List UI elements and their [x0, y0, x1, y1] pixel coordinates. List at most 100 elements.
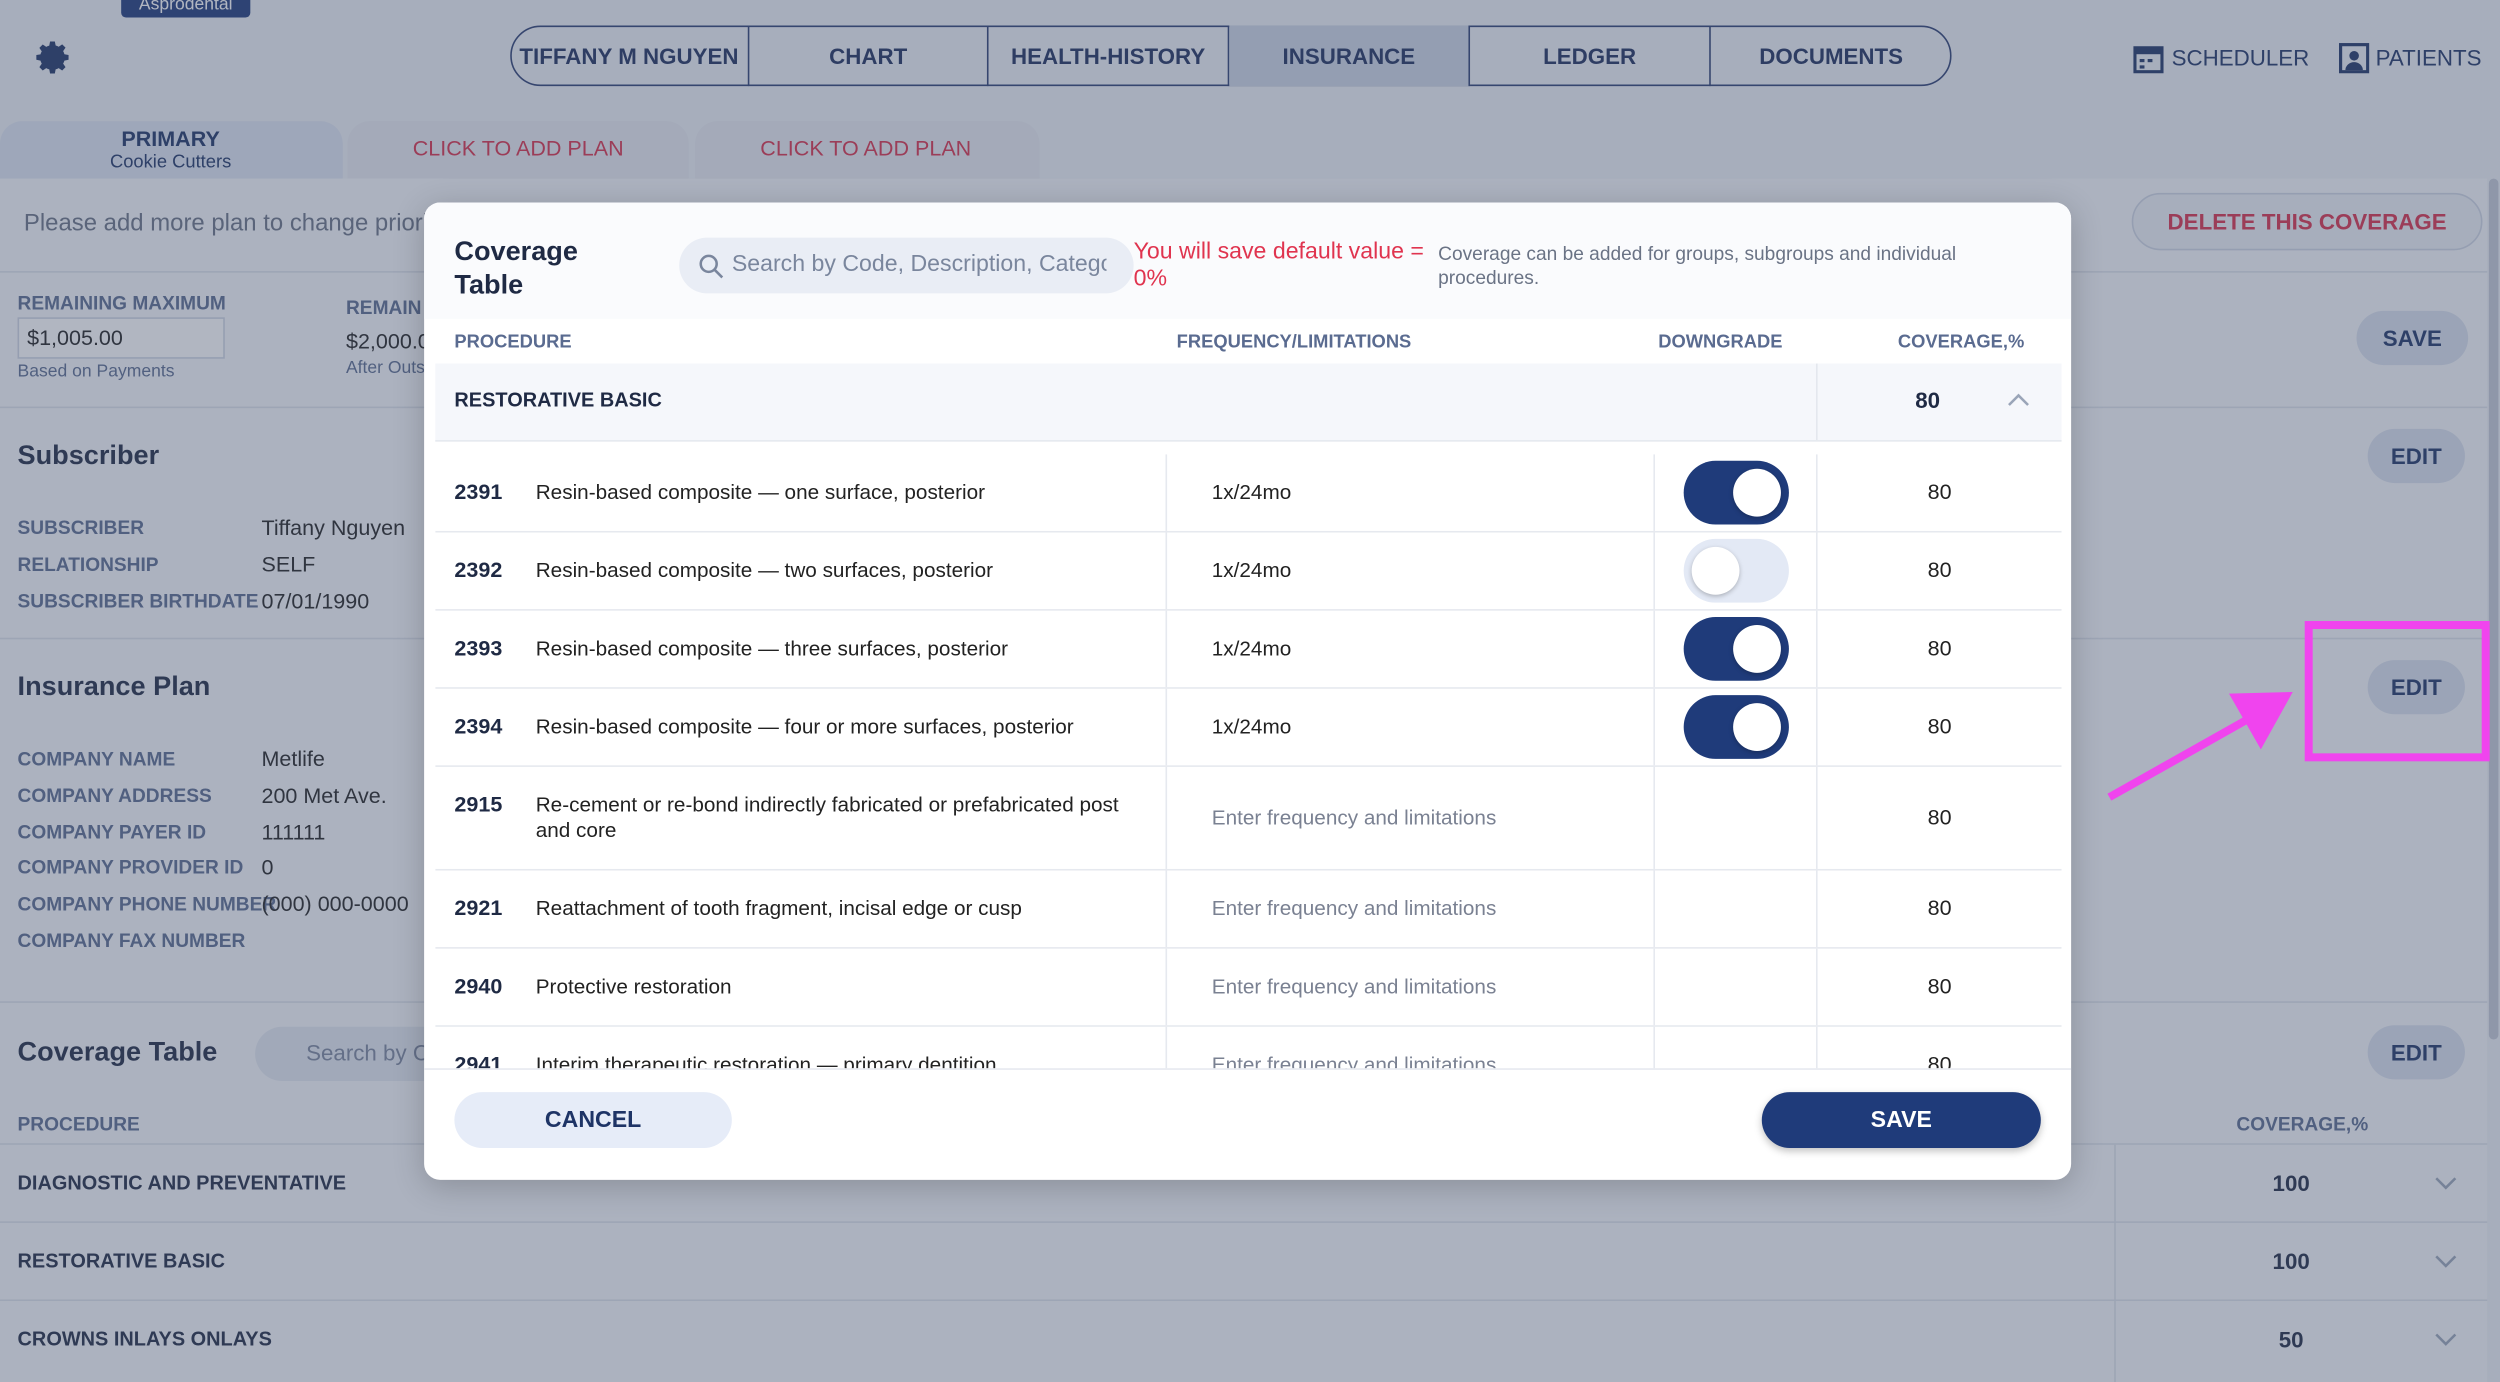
- column-header: PROCEDURE: [454, 333, 572, 353]
- downgrade-toggle[interactable]: [1682, 695, 1789, 759]
- primary-label: PRIMARY: [121, 126, 220, 151]
- procedure-description: Resin-based composite — one surface, pos…: [535, 479, 986, 504]
- procedure-row[interactable]: 2941 Interim therapeutic restoration — pr…: [435, 1026, 2061, 1069]
- row-divider: [0, 1299, 2488, 1302]
- frequency-cell[interactable]: 1x/24mo: [1165, 610, 1654, 688]
- settings-icon[interactable]: [35, 38, 73, 76]
- procedure-row[interactable]: 2940 Protective restoration Enter frequenc…: [435, 948, 2062, 1027]
- patients-link[interactable]: PATIENTS: [2375, 44, 2482, 71]
- frequency-cell[interactable]: Enter frequency and limitations: [1165, 948, 1654, 1026]
- toggle-knob: [1732, 625, 1781, 673]
- procedure-coverage: 80: [1927, 1052, 1952, 1069]
- downgrade-cell: [1653, 454, 1816, 531]
- default-warning: You will save default value = 0%: [1133, 239, 1424, 292]
- modal-title: Coverage Table: [454, 235, 578, 300]
- coverage-cell: 80: [1816, 948, 2062, 1026]
- group-coverage: 80: [1915, 387, 1941, 413]
- procedure-row[interactable]: 2391 Resin-based composite — one surface,…: [435, 454, 2062, 533]
- frequency-placeholder: Enter frequency and limitations: [1211, 896, 1497, 920]
- line: [713, 268, 724, 279]
- field-label: RELATIONSHIP: [17, 552, 159, 576]
- collapse-chevron[interactable]: [2007, 392, 2029, 406]
- arrow-head: [2228, 691, 2293, 750]
- procedure-row[interactable]: 2915 Re-cement or re-bond indirectly fabr…: [435, 766, 2062, 871]
- group-row[interactable]: [435, 363, 2062, 442]
- modal-search-box[interactable]: [679, 237, 1134, 294]
- column-header: COVERAGE,%: [1897, 333, 2025, 353]
- frequency-cell[interactable]: 1x/24mo: [1165, 532, 1654, 610]
- category-name: CROWNS INLAYS ONLAYS: [17, 1328, 272, 1351]
- downgrade-toggle[interactable]: [1682, 538, 1789, 603]
- primary-plan: Cookie Cutters: [109, 153, 232, 173]
- scheduler-link[interactable]: SCHEDULER: [2171, 44, 2310, 71]
- procedure-code: 2921: [454, 896, 503, 920]
- field-label: COMPANY PHONE NUMBER: [17, 893, 277, 916]
- procedure-coverage: 80: [1927, 805, 1952, 830]
- nav-tab[interactable]: DOCUMENTS: [1759, 43, 1904, 69]
- procedure-code: 2393: [454, 636, 503, 661]
- primary-tab[interactable]: [0, 121, 343, 179]
- delete-coverage-button[interactable]: DELETE THIS COVERAGE: [2131, 192, 2483, 251]
- remaining-note: After Outs: [345, 358, 425, 378]
- nav-tab[interactable]: CHART: [749, 25, 989, 87]
- remaining-max-box: [17, 317, 225, 359]
- category-coverage: 50: [2278, 1326, 2304, 1353]
- nav-tab[interactable]: HEALTH-HISTORY: [989, 25, 1230, 87]
- procedure-coverage: 80: [1927, 974, 1952, 999]
- field-value: 0: [261, 856, 274, 880]
- nav-tab[interactable]: TIFFANY M NGUYEN: [510, 25, 750, 87]
- procedure-code: 2391: [454, 479, 503, 504]
- procedure-description: Resin-based composite — four or more sur…: [535, 714, 1074, 739]
- downgrade-toggle[interactable]: [1682, 617, 1789, 681]
- rect: [2338, 43, 2370, 74]
- procedure-coverage: 80: [1927, 714, 1952, 739]
- add-plan-tab[interactable]: [695, 121, 1040, 179]
- frequency-cell[interactable]: Enter frequency and limitations: [1165, 1026, 1654, 1069]
- procedure-description: Reattachment of tooth fragment, incisal …: [535, 896, 1022, 920]
- edit-button[interactable]: EDIT: [2367, 1025, 2465, 1080]
- nav-tab[interactable]: LEDGER: [1470, 25, 1711, 87]
- downgrade-cell: [1653, 948, 1816, 1026]
- section-title: Subscriber: [17, 440, 160, 471]
- procedure-row[interactable]: 2392 Resin-based composite — two surfaces…: [435, 532, 2062, 611]
- procedure-code: 2940: [454, 974, 503, 999]
- nav-tab[interactable]: INSURANCE: [1229, 25, 1471, 87]
- field-label: COMPANY PROVIDER ID: [17, 856, 244, 880]
- procedure-row[interactable]: 2921 Reattachment of tooth fragment, inci…: [435, 870, 2062, 949]
- add-plan-tab[interactable]: [347, 121, 689, 179]
- procedure-row[interactable]: 2394 Resin-based composite — four or more…: [435, 688, 2062, 767]
- expand-chevron[interactable]: [2435, 1255, 2457, 1269]
- field-label: COMPANY PAYER ID: [17, 820, 207, 843]
- frequency-cell[interactable]: Enter frequency and limitations: [1165, 870, 1654, 948]
- add-plan-label: CLICK TO ADD PLAN: [412, 136, 624, 161]
- expand-chevron[interactable]: [2435, 1177, 2457, 1191]
- remaining-max-label: REMAINING MAXIMUM: [17, 291, 226, 315]
- info-note: Coverage can be added for groups, subgro…: [1438, 242, 1957, 289]
- field-value: SELF: [261, 552, 316, 577]
- coverage-cell: 80: [1816, 454, 2062, 531]
- modal-save-button[interactable]: SAVE: [1761, 1092, 2041, 1148]
- add-plan-label: CLICK TO ADD PLAN: [760, 136, 972, 161]
- frequency-cell[interactable]: Enter frequency and limitations: [1165, 766, 1654, 869]
- downgrade-toggle[interactable]: [1682, 460, 1789, 525]
- procedure-coverage: 80: [1927, 558, 1952, 582]
- procedure-coverage: 80: [1927, 479, 1952, 504]
- rect: [2134, 47, 2163, 55]
- toggle-knob: [1732, 703, 1781, 751]
- rect: [2147, 58, 2153, 63]
- remaining-max-value: $1,005.00: [27, 326, 123, 350]
- remaining-max-note: Based on Payments: [17, 361, 175, 382]
- field-value: (000) 000-0000: [261, 892, 409, 917]
- save-button[interactable]: SAVE: [2356, 310, 2469, 366]
- procedure-row[interactable]: 2393 Resin-based composite — three surfac…: [435, 610, 2062, 689]
- toggle-knob: [1732, 468, 1781, 517]
- frequency-placeholder: Enter frequency and limitations: [1211, 974, 1497, 999]
- frequency-cell[interactable]: 1x/24mo: [1165, 688, 1654, 766]
- edit-button[interactable]: EDIT: [2367, 428, 2465, 484]
- polyline: [2008, 393, 2029, 406]
- frequency-cell[interactable]: 1x/24mo: [1165, 454, 1654, 531]
- cancel-button[interactable]: CANCEL: [454, 1092, 732, 1148]
- expand-chevron[interactable]: [2435, 1333, 2457, 1347]
- edit-button[interactable]: EDIT: [2367, 660, 2465, 715]
